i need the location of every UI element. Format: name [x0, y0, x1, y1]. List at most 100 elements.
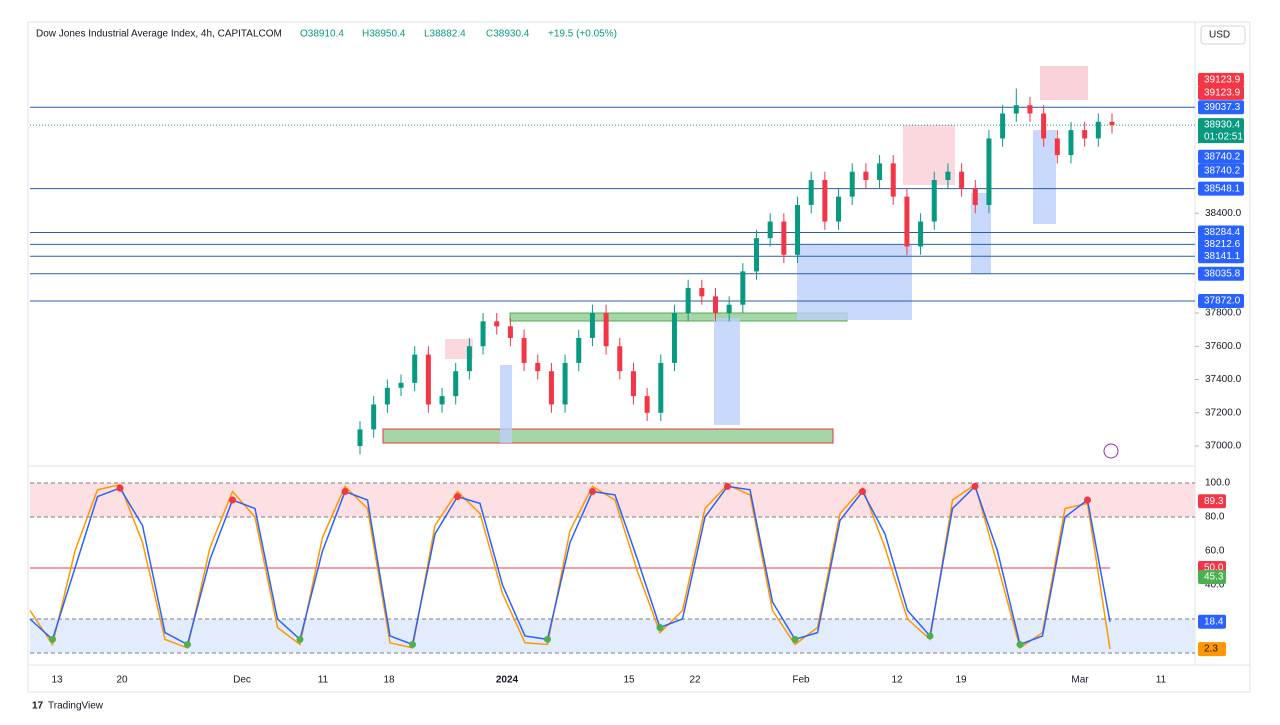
- price-tick-label: 37200.0: [1205, 407, 1242, 418]
- candle-body: [1041, 113, 1047, 139]
- zone: [445, 339, 473, 359]
- candle-body: [1095, 121, 1101, 139]
- date-label: 19: [955, 675, 967, 686]
- candle-body: [548, 371, 554, 405]
- osc-signal: [724, 482, 731, 490]
- price-tick-label: 38400.0: [1205, 208, 1242, 219]
- zone: [797, 245, 912, 320]
- date-label: Dec: [233, 675, 251, 686]
- candle-body: [1054, 138, 1060, 156]
- candle-body: [576, 337, 582, 363]
- candle-body: [535, 362, 541, 372]
- osc-tick-label: 60.0: [1205, 546, 1225, 557]
- ohlc-open: O38910.4: [300, 29, 344, 40]
- candle-body: [972, 188, 978, 205]
- osc-signal: [971, 482, 979, 490]
- osc-tick-label: 40.0: [1205, 580, 1225, 591]
- candle-body: [644, 396, 650, 413]
- price-label: 39123.9: [1204, 88, 1241, 99]
- candle-body: [726, 304, 732, 313]
- candle-body: [904, 196, 910, 247]
- candle-body: [384, 387, 390, 405]
- price-label-box: [1198, 149, 1244, 164]
- candle-body: [754, 238, 760, 272]
- zone: [714, 318, 740, 425]
- price-label-box: [1198, 225, 1244, 240]
- price-label: 39037.3: [1204, 102, 1241, 113]
- candle-body: [507, 326, 513, 338]
- osc-signal: [926, 632, 934, 640]
- candle-body: [425, 354, 431, 405]
- currency-button[interactable]: [1200, 25, 1246, 45]
- candle-body: [371, 404, 377, 430]
- price-label-box: [1198, 100, 1244, 115]
- osc-signal: [296, 635, 304, 643]
- osc-signal: [656, 624, 664, 631]
- date-label: 11: [318, 675, 329, 686]
- zone: [1040, 66, 1088, 100]
- price-tick-label: 37600.0: [1205, 341, 1242, 352]
- price-label: 38740.2: [1204, 165, 1241, 176]
- price-label: 38035.8: [1204, 268, 1241, 279]
- oversold-band: [30, 619, 1195, 653]
- logo-mark: 17: [32, 701, 44, 712]
- price-label: 38141.1: [1204, 251, 1241, 262]
- osc-signal: [49, 635, 56, 643]
- candle-body: [767, 221, 773, 239]
- price-label: 38740.2: [1204, 151, 1241, 162]
- date-label: 13: [51, 675, 63, 686]
- candle-body: [808, 180, 814, 205]
- zone: [971, 193, 991, 274]
- candle-body: [671, 313, 677, 363]
- price-label: 38212.6: [1204, 239, 1241, 250]
- candle-body: [617, 346, 623, 372]
- candle-body: [781, 221, 787, 255]
- price-label-box: [1198, 294, 1244, 309]
- price-tick-label: 37800.0: [1205, 308, 1242, 319]
- osc-signal: [544, 635, 551, 643]
- candle-body: [959, 171, 965, 189]
- ohlc-high: H38950.4: [362, 29, 406, 40]
- osc-signal: [409, 641, 416, 648]
- date-label: 22: [689, 675, 701, 686]
- candle-body: [480, 321, 486, 347]
- zone: [500, 365, 512, 443]
- price-tick-label: 37400.0: [1205, 374, 1242, 385]
- candle-body: [603, 313, 609, 347]
- price-label: 38284.4: [1204, 227, 1241, 238]
- osc-label: 50.0: [1204, 563, 1224, 574]
- candle-body: [453, 371, 459, 397]
- candle-body: [439, 396, 445, 405]
- osc-signal: [229, 496, 236, 504]
- alert-icon[interactable]: [1103, 443, 1119, 459]
- candle-body: [1027, 105, 1033, 114]
- countdown: 01:02:51: [1204, 132, 1243, 143]
- zone: [509, 312, 848, 322]
- ohlc-change: +19.5 (+0.05%): [548, 29, 617, 40]
- date-label: 2024: [496, 675, 519, 686]
- candle-body: [699, 288, 705, 297]
- price-label-box: [1198, 181, 1244, 196]
- candle-body: [630, 371, 636, 397]
- osc-label: 18.4: [1204, 616, 1224, 627]
- osc-signal: [1016, 641, 1024, 648]
- candle-body: [562, 362, 568, 405]
- date-label: 20: [116, 675, 128, 686]
- osc-label: 89.3: [1204, 496, 1224, 507]
- candle-body: [1000, 113, 1006, 139]
- osc-signal: [341, 488, 349, 495]
- countdown-box: [1198, 131, 1244, 144]
- candle-body: [357, 429, 363, 446]
- osc-label: 45.3: [1204, 572, 1224, 583]
- osc-signal: [1084, 496, 1091, 504]
- candle-body: [685, 288, 691, 313]
- overbought-band: [30, 483, 1195, 517]
- candle-body: [412, 354, 418, 383]
- ohlc-close: C38930.4: [486, 29, 530, 40]
- price-label: 38930.4: [1204, 120, 1241, 131]
- symbol-title: Dow Jones Industrial Average Index, 4h, …: [36, 29, 282, 40]
- osc-label: 2.3: [1204, 644, 1218, 655]
- candle-body: [986, 138, 992, 205]
- zone: [382, 428, 834, 444]
- candle-body: [466, 346, 472, 372]
